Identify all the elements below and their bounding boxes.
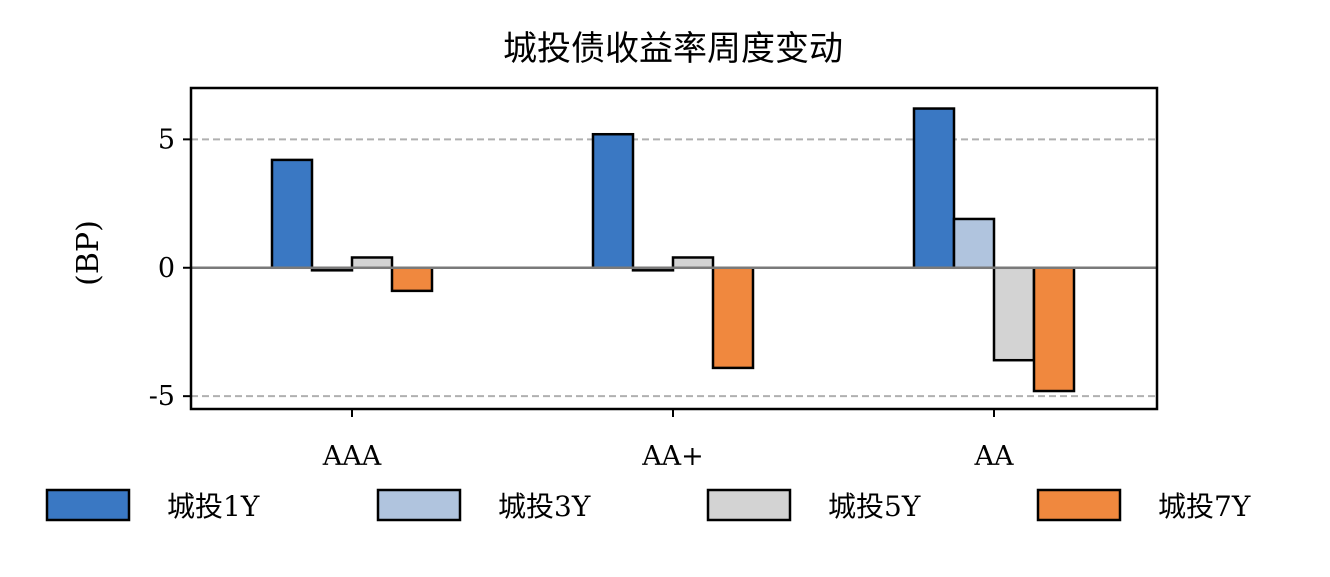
legend-entry-3: 城投7Y — [1036, 488, 1251, 523]
x-tick-label-2: AA — [974, 441, 1014, 472]
grid-lines — [191, 138, 1157, 398]
x-axis: AAA AA+ AA — [322, 409, 1014, 472]
bar-series-0-cat-0 — [270, 158, 314, 270]
y-tick-label-2: 5 — [158, 124, 175, 155]
legend-swatch-2 — [706, 488, 792, 522]
y-tick-label-1: 0 — [158, 253, 175, 284]
legend-entry-1: 城投3Y — [376, 488, 591, 523]
bar-series-1-cat-2 — [952, 217, 996, 270]
bar-series-3-cat-1 — [711, 266, 755, 370]
bars — [270, 107, 1076, 393]
bar-series-3-cat-2 — [1032, 266, 1076, 393]
bar-series-2-cat-0 — [350, 256, 394, 270]
chart-title: 城投债收益率周度变动 — [503, 29, 843, 69]
bar-series-0-cat-2 — [912, 107, 956, 270]
legend-swatch-3 — [1036, 488, 1122, 522]
bar-series-0-cat-1 — [591, 132, 635, 270]
x-tick-label-1: AA+ — [641, 441, 704, 472]
legend-label-0: 城投1Y — [167, 490, 260, 523]
y-axis-label: (BP) — [71, 220, 106, 286]
bar-series-3-cat-0 — [390, 266, 434, 293]
legend-swatch-0 — [45, 488, 131, 522]
legend-entry-0: 城投1Y — [45, 488, 260, 523]
bar-series-2-cat-2 — [992, 266, 1036, 362]
legend: 城投1Y 城投3Y 城投5Y 城投7Y — [45, 488, 1251, 523]
legend-swatch-1 — [376, 488, 462, 522]
y-tick-label-0: -5 — [149, 381, 175, 412]
legend-label-1: 城投3Y — [498, 490, 591, 523]
y-axis: -5 0 5 — [149, 124, 191, 412]
bar-series-2-cat-1 — [671, 256, 715, 270]
x-tick-label-0: AAA — [322, 441, 382, 472]
legend-label-2: 城投5Y — [828, 490, 921, 523]
legend-entry-2: 城投5Y — [706, 488, 921, 523]
legend-label-3: 城投7Y — [1158, 490, 1251, 523]
